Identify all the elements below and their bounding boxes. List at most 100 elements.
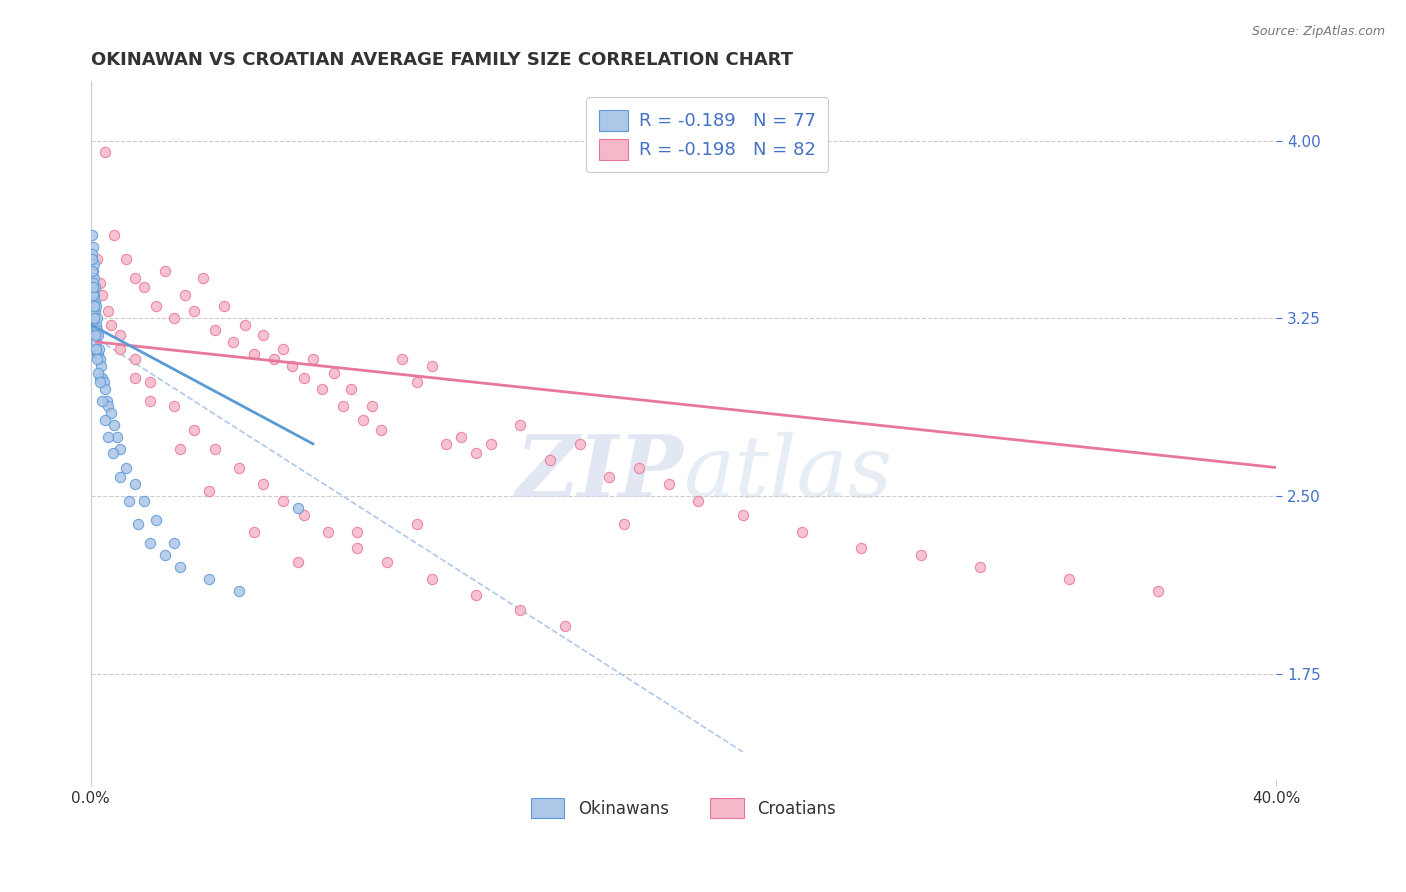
Point <box>169 560 191 574</box>
Point <box>103 417 125 432</box>
Point <box>86 347 108 361</box>
Point <box>139 376 162 390</box>
Point <box>405 376 427 390</box>
Point <box>162 536 184 550</box>
Point <box>183 304 205 318</box>
Point <box>613 517 636 532</box>
Point <box>405 517 427 532</box>
Text: Source: ZipAtlas.com: Source: ZipAtlas.com <box>1251 25 1385 38</box>
Point <box>86 311 108 326</box>
Point <box>233 318 256 333</box>
Point <box>94 413 117 427</box>
Point <box>1057 572 1080 586</box>
Point <box>82 304 104 318</box>
Point <box>450 430 472 444</box>
Point <box>94 383 117 397</box>
Point <box>292 508 315 522</box>
Point <box>96 394 118 409</box>
Point <box>89 276 111 290</box>
Point <box>82 276 104 290</box>
Point <box>434 437 457 451</box>
Point <box>82 287 104 301</box>
Point <box>145 300 167 314</box>
Point <box>332 399 354 413</box>
Point <box>198 484 221 499</box>
Point <box>84 327 107 342</box>
Point <box>83 304 105 318</box>
Point <box>124 271 146 285</box>
Point <box>82 271 104 285</box>
Point <box>479 437 502 451</box>
Point <box>222 334 245 349</box>
Point <box>287 500 309 515</box>
Point <box>346 541 368 555</box>
Point <box>242 524 264 539</box>
Point <box>82 276 104 290</box>
Point <box>322 366 344 380</box>
Point <box>103 228 125 243</box>
Point <box>83 257 105 271</box>
Point <box>153 548 176 562</box>
Point <box>311 383 333 397</box>
Point <box>370 423 392 437</box>
Point <box>86 351 108 366</box>
Point <box>127 517 149 532</box>
Point <box>82 240 104 254</box>
Point <box>375 555 398 569</box>
Point <box>731 508 754 522</box>
Point <box>263 351 285 366</box>
Point <box>93 376 115 390</box>
Point <box>316 524 339 539</box>
Point <box>84 334 107 349</box>
Point <box>391 351 413 366</box>
Point <box>83 323 105 337</box>
Point <box>110 470 132 484</box>
Point <box>204 442 226 456</box>
Point <box>420 359 443 373</box>
Point <box>110 442 132 456</box>
Point <box>124 370 146 384</box>
Point <box>169 442 191 456</box>
Point <box>1146 583 1168 598</box>
Point <box>84 280 107 294</box>
Point <box>124 351 146 366</box>
Point <box>110 342 132 356</box>
Point <box>86 323 108 337</box>
Point <box>162 399 184 413</box>
Point <box>212 300 235 314</box>
Point <box>100 406 122 420</box>
Point <box>97 399 120 413</box>
Point <box>89 370 111 384</box>
Point <box>82 287 104 301</box>
Text: atlas: atlas <box>683 432 893 514</box>
Point <box>91 370 114 384</box>
Point <box>82 252 104 266</box>
Point <box>228 583 250 598</box>
Point <box>302 351 325 366</box>
Point <box>115 252 138 266</box>
Point <box>86 252 108 266</box>
Point <box>89 376 111 390</box>
Point <box>352 413 374 427</box>
Point <box>420 572 443 586</box>
Point <box>84 304 107 318</box>
Point <box>252 327 274 342</box>
Point <box>174 287 197 301</box>
Point <box>509 417 531 432</box>
Point <box>84 323 107 337</box>
Point <box>281 359 304 373</box>
Point <box>287 555 309 569</box>
Point <box>83 287 105 301</box>
Point <box>90 359 112 373</box>
Point <box>87 327 110 342</box>
Point <box>91 394 114 409</box>
Point <box>252 477 274 491</box>
Point <box>132 280 155 294</box>
Point <box>538 453 561 467</box>
Text: OKINAWAN VS CROATIAN AVERAGE FAMILY SIZE CORRELATION CHART: OKINAWAN VS CROATIAN AVERAGE FAMILY SIZE… <box>90 51 793 69</box>
Point <box>346 524 368 539</box>
Point <box>87 347 110 361</box>
Point <box>658 477 681 491</box>
Point <box>228 460 250 475</box>
Point <box>83 311 105 326</box>
